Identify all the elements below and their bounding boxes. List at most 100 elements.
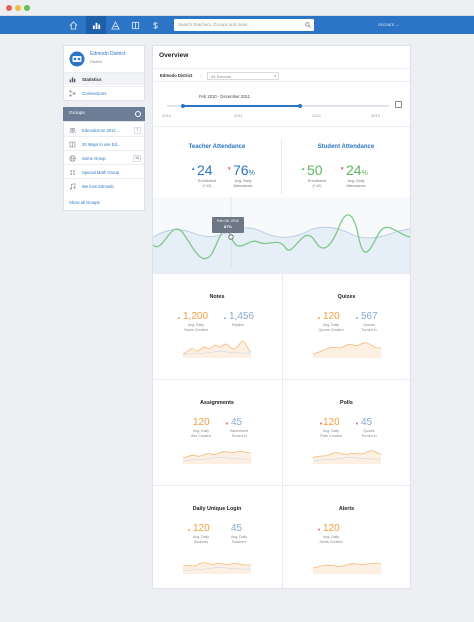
metric-title[interactable]: Quizes [337, 294, 356, 300]
people-icon [69, 128, 76, 134]
group-item[interactable]: EdmodoCon 2012 ... 7 [64, 124, 144, 137]
timeline-year: 2012 [312, 113, 321, 118]
sidebar-item-label: Connections [82, 91, 107, 96]
gear-icon[interactable] [135, 111, 141, 117]
metric-sparkline [183, 451, 251, 464]
district-name[interactable]: Edmodo District [90, 51, 126, 57]
metric-card: Daily Unique Login ▲ 120 Avg. Daily Students… [153, 485, 281, 591]
sidebar-item-label: Statistics [82, 77, 102, 82]
student-enrollment-value: 50 [307, 162, 323, 178]
chevron-down-icon: ▾ [274, 74, 276, 78]
arrow-up-icon: ▲ [191, 166, 196, 171]
metric-card: Polls ▼ 120 Avg. Daily Polls Created ▼ 45 Quize… [282, 379, 410, 485]
metric-sparkline [313, 450, 381, 464]
maximize-window-dot[interactable] [24, 5, 30, 11]
district-type: District [90, 59, 103, 64]
range-slider-start-handle[interactable] [180, 104, 185, 108]
arrow-up-icon: ▲ [301, 166, 306, 171]
metric-title[interactable]: Daily Unique Login [192, 506, 242, 512]
metric-title[interactable]: Polls [340, 400, 353, 406]
group-label: We love Edmodo [82, 184, 114, 189]
school-select-value: All Schools [211, 74, 231, 79]
search-icon[interactable] [305, 22, 311, 28]
group-item[interactable]: Special Math Group [64, 166, 144, 179]
metric-secondary-value: 567 [361, 311, 378, 322]
metric-primary-value: 120 [193, 523, 210, 534]
dollar-icon [152, 21, 158, 29]
calendar-icon[interactable] [395, 101, 402, 108]
minimize-window-dot[interactable] [15, 5, 21, 11]
date-range-label: Feb 2010 - December 2011 [199, 94, 250, 99]
book-icon [131, 21, 139, 29]
teacher-attendance-title[interactable]: Teacher Attendance [188, 144, 246, 150]
arrow-up-icon: ▲ [187, 527, 191, 532]
group-label: EdmodoCon 2012 ... [82, 128, 121, 133]
close-window-dot[interactable] [6, 5, 12, 11]
account-menu[interactable]: Account ⌄ [378, 16, 399, 34]
metric-primary-value: 120 [193, 417, 210, 428]
teacher-daily-attendance: 76% [233, 162, 255, 178]
sidebar-item-connections[interactable]: Connections [64, 86, 144, 99]
arrow-up-icon: ▲ [177, 315, 181, 320]
arrow-down-icon: ▼ [225, 421, 229, 426]
arrow-down-icon: ▼ [319, 421, 323, 426]
metric-primary-label: Avg. Daily Students [192, 535, 210, 544]
metric-title[interactable]: Assignments [200, 400, 234, 406]
metric-primary-value: 1,200 [183, 311, 209, 322]
metric-sparkline [183, 562, 251, 574]
arrow-up-icon: ▲ [355, 315, 359, 320]
school-select[interactable]: All Schools ▾ [207, 72, 279, 80]
range-slider-end-handle[interactable] [298, 104, 303, 108]
student-attendance-title[interactable]: Student Attendance [317, 144, 375, 150]
group-label: Some Group [82, 156, 106, 161]
date-range-timeline: Feb 2010 - December 2011 2010 2011 2012 … [153, 82, 410, 126]
student-attendance: Student Attendance ▲ 50 Enrollment (+12) … [282, 127, 410, 197]
metric-secondary-label: Assesment Turned In [230, 429, 248, 438]
metric-primary-label: Avg. Daily Alerts Created [319, 535, 343, 544]
nav-tab-statistics[interactable] [86, 16, 106, 34]
metric-sparkline [183, 340, 251, 358]
metric-secondary-value: 45 [231, 417, 243, 428]
search-input[interactable]: Search Teachers, Groups and more [174, 19, 314, 31]
breadcrumb-separator: › [200, 73, 202, 78]
attendance-section: Teacher Attendance ▲ 24 Enrollment (+12) … [153, 126, 410, 274]
metric-card: Notes ▲ 1,200 Avg. Daily Notes Created ▲ 1,456… [153, 273, 281, 379]
nav-tab-home[interactable] [63, 16, 83, 34]
timeline-year: 2011 [234, 113, 243, 118]
student-daily-attendance: 24% [346, 162, 368, 178]
divider [281, 139, 282, 194]
group-item[interactable]: 20 Ways to use Ed... [64, 138, 144, 151]
overview-panel: Overview Edmodo District › All Schools ▾… [152, 45, 411, 591]
group-item[interactable]: Some Group 18 [64, 152, 144, 165]
music-icon [69, 183, 76, 190]
group-item[interactable]: We love Edmodo [64, 180, 144, 193]
metric-title[interactable]: Notes [209, 294, 225, 300]
metric-title[interactable]: Alerts [338, 506, 355, 512]
browser-chrome [0, 0, 474, 16]
nav-tab-dollar[interactable] [145, 16, 165, 34]
groups-title: Groups [69, 111, 85, 116]
timeline-year: 2013 [371, 113, 380, 118]
sidebar-item-statistics[interactable]: Statistics [64, 72, 144, 85]
shapes-icon [110, 20, 120, 30]
nav-tab-shapes[interactable] [105, 16, 125, 34]
attendance-chart[interactable] [153, 197, 410, 274]
tooltip-value: 87% [223, 224, 232, 229]
arrow-down-icon: ▼ [317, 527, 321, 532]
range-slider-track[interactable] [167, 104, 389, 108]
globe-icon [69, 155, 76, 162]
teacher-attendance-area [153, 227, 410, 274]
group-label: Special Math Group [82, 170, 120, 175]
student-attendance-line [153, 214, 410, 260]
metric-primary-label: Avg. Daily Quizes Created [318, 323, 344, 332]
show-all-groups-link[interactable]: Show all Groups [69, 200, 100, 205]
metric-primary-label: Avg. Daily Polls Created [320, 429, 342, 438]
student-daily-label: Avg. Daily Attendance [346, 179, 366, 188]
nav-tab-book[interactable] [125, 16, 145, 34]
teacher-daily-label: Avg. Daily Attendance [233, 179, 253, 188]
metric-card: Assignments 120 Avg. Daily Ass Created ▼ 45 As… [153, 379, 281, 485]
teacher-attendance: Teacher Attendance ▲ 24 Enrollment (+12) … [153, 127, 281, 197]
chart-hover-point[interactable] [228, 234, 234, 240]
groups-header: Groups [63, 107, 145, 121]
arrow-down-icon: ▼ [227, 166, 232, 171]
